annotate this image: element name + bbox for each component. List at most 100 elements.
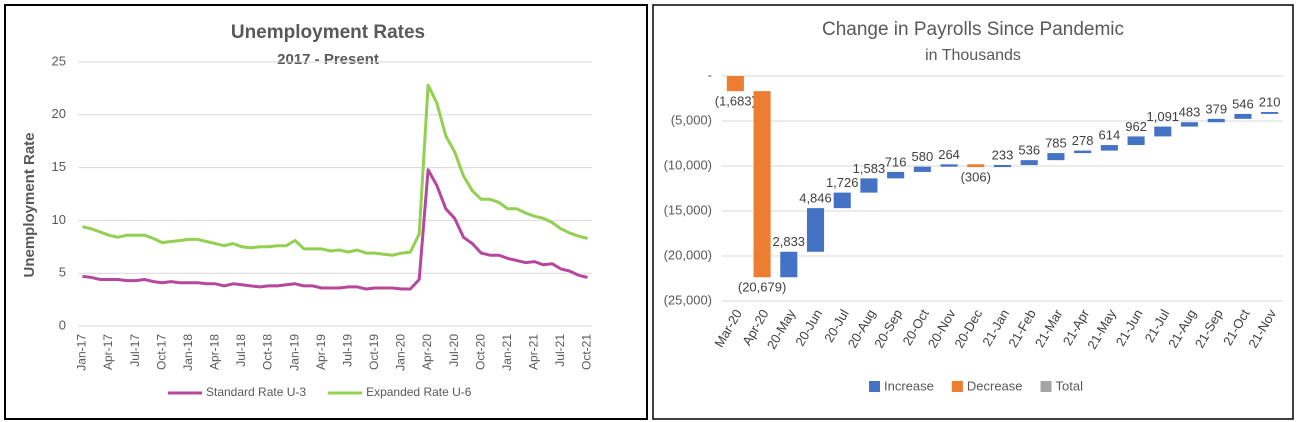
legend-label: Total (1056, 378, 1084, 393)
x-tick-label: Oct-19 (367, 334, 381, 370)
x-tick-label: Jan-17 (75, 334, 89, 371)
x-tick-label: Jan-20 (394, 334, 408, 371)
bar (993, 164, 1012, 168)
x-tick-label: Mar-20 (711, 307, 745, 350)
x-tick-label: Jan-18 (181, 334, 195, 371)
x-tick-label: 21-Nov (1245, 306, 1279, 350)
y-tick-label: (20,000) (664, 247, 712, 262)
bar (1207, 118, 1225, 123)
x-tick-label: Jul-17 (128, 334, 142, 367)
line-chart: Unemployment Rates 2017 - Present Unempl… (4, 4, 648, 420)
bar (1234, 113, 1252, 119)
value-label: (306) (961, 170, 991, 185)
data-line (82, 168, 588, 291)
y-tick-label: (10,000) (664, 157, 712, 172)
x-tick-label: 21-Mar (1032, 306, 1066, 350)
x-tick-label: Apr-17 (101, 334, 115, 370)
value-label: (20,679) (738, 280, 786, 295)
x-tick-label: Oct-17 (154, 334, 168, 370)
y-tick-label: (5,000) (671, 112, 712, 127)
bar (1180, 122, 1199, 127)
bar (1047, 153, 1065, 161)
bar (967, 164, 985, 168)
value-label: 2,833 (773, 234, 806, 249)
y-tick-label: 25 (52, 53, 66, 68)
legend-label: Standard Rate U-3 (206, 385, 306, 399)
y-tick-label: (25,000) (664, 292, 712, 307)
x-tick-label: Apr-18 (208, 334, 222, 370)
x-tick-label: Jul-19 (340, 334, 354, 367)
value-label: 379 (1205, 101, 1227, 116)
value-label: 536 (1018, 143, 1040, 158)
bar (860, 178, 878, 193)
bar (913, 166, 931, 172)
legend-swatch (1040, 381, 1052, 392)
y-tick-label: (15,000) (664, 202, 712, 217)
data-line (82, 83, 588, 257)
x-tick-label: Apr-19 (314, 334, 328, 370)
bar (1100, 145, 1118, 151)
x-tick-label: Oct-20 (473, 334, 487, 370)
bar (887, 171, 905, 179)
bar (1020, 160, 1038, 165)
bar (940, 164, 958, 167)
chart-title: Unemployment Rates (231, 22, 425, 43)
x-tick-label: 20-Dec (951, 306, 985, 350)
legend-swatch (869, 381, 880, 392)
frame (4, 4, 648, 420)
x-tick-label: Jul-21 (553, 334, 567, 367)
value-label: 278 (1072, 133, 1094, 148)
y-tick-label: 20 (52, 106, 66, 121)
value-label: 1,091 (1147, 109, 1180, 124)
bar (753, 91, 771, 278)
legend-swatch (951, 381, 963, 392)
x-tick-label: Jan-21 (500, 334, 514, 371)
x-tick-label: Oct-18 (261, 334, 275, 370)
value-label: (1,683) (715, 94, 756, 109)
value-label: 785 (1045, 136, 1067, 151)
value-label: 716 (885, 154, 907, 169)
bar (1261, 112, 1279, 114)
x-tick-label: Apr-20 (420, 334, 434, 370)
y-tick-label: 10 (52, 212, 66, 227)
chart-subtitle: 2017 - Present (277, 51, 379, 68)
x-tick-label: Jul-20 (447, 334, 461, 367)
bar (726, 76, 744, 92)
value-label: 233 (992, 147, 1014, 162)
value-label: 264 (938, 147, 960, 162)
chart-title: Change in Payrolls Since Pandemic (822, 19, 1124, 40)
value-label: 962 (1125, 119, 1147, 134)
value-label: 483 (1179, 105, 1201, 120)
x-tick-label: 21-Jun (1113, 307, 1146, 349)
y-tick-label: 15 (52, 159, 66, 174)
legend-label: Increase (884, 378, 934, 393)
x-tick-label: Jul-18 (234, 334, 248, 367)
value-label: 580 (912, 149, 934, 164)
bar (1127, 136, 1145, 146)
bar (1154, 126, 1172, 137)
value-label: 614 (1099, 128, 1121, 143)
x-tick-label: Oct-21 (580, 334, 594, 370)
y-tick-label: 5 (59, 265, 66, 280)
x-tick-label: Jan-19 (287, 334, 301, 371)
legend-label: Expanded Rate U-6 (366, 385, 472, 399)
y-axis-label: Unemployment Rate (21, 132, 38, 277)
bar (833, 192, 851, 209)
value-label: 210 (1259, 94, 1281, 109)
value-label: 1,726 (826, 175, 859, 190)
x-tick-label: Apr-21 (527, 334, 541, 370)
value-label: 1,583 (853, 161, 886, 176)
waterfall-chart: Change in Payrolls Since Pandemic in Tho… (652, 4, 1294, 420)
bar (1074, 150, 1092, 154)
value-label: 546 (1232, 96, 1254, 111)
y-tick-label: 0 (59, 317, 66, 332)
chart-subtitle: in Thousands (925, 47, 1021, 64)
bar (806, 208, 825, 252)
bar (780, 251, 798, 278)
x-tick-label: 20-Jun (792, 307, 825, 349)
frame (652, 4, 1294, 420)
value-label: 4,846 (799, 191, 832, 206)
y-tick-label: - (708, 67, 712, 82)
legend-label: Decrease (967, 378, 1023, 393)
